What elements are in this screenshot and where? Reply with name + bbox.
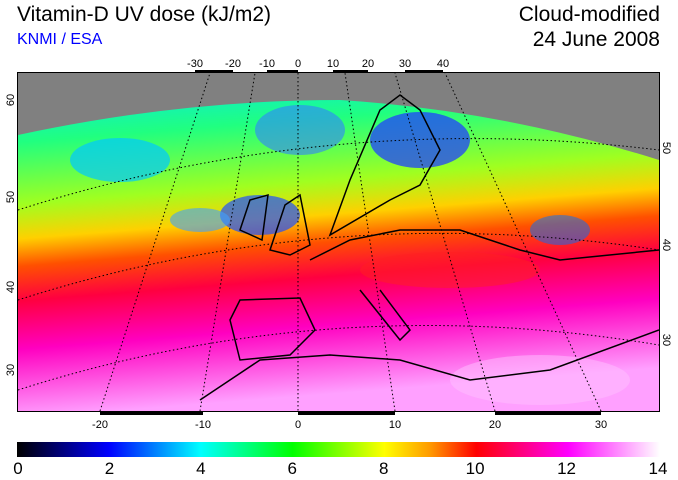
right-lat-label: 40 <box>660 239 672 251</box>
frame-ticks <box>100 70 601 415</box>
right-lat-label: 50 <box>660 142 672 154</box>
colorbar <box>17 442 660 457</box>
no-data-region <box>18 73 659 160</box>
bottom-lon-label: -10 <box>195 419 211 431</box>
top-lon-label: -30 <box>187 58 203 70</box>
colorbar-tick-label: 14 <box>648 459 668 478</box>
bottom-lon-label: 0 <box>295 419 301 431</box>
colorbar-tick-label: 6 <box>287 459 298 478</box>
credit-label: KNMI / ESA <box>17 31 103 48</box>
bottom-lon-label: -20 <box>92 419 108 431</box>
colorbar-tick-label: 10 <box>465 459 485 478</box>
top-lon-label: 40 <box>437 58 449 70</box>
mode-label: Cloud-modified <box>518 3 660 26</box>
colorbar-tick-label: 4 <box>196 459 206 478</box>
colorbar-tick-label: 12 <box>557 459 577 478</box>
top-lon-label: 20 <box>362 58 374 70</box>
top-lon-label: 0 <box>295 58 301 70</box>
top-lon-label: -10 <box>259 58 275 70</box>
right-lat-label: 30 <box>660 334 672 346</box>
left-lat-label: 50 <box>5 191 17 203</box>
top-lon-label: -20 <box>225 58 241 70</box>
top-lon-label: 30 <box>399 58 411 70</box>
map-field <box>18 73 659 411</box>
map-title: Vitamin-D UV dose (kJ/m2) <box>17 3 272 26</box>
top-lon-label: 10 <box>327 58 339 70</box>
coastlines <box>199 94 659 401</box>
bottom-lon-label: 20 <box>489 419 501 431</box>
colorbar-tick-label: 2 <box>104 459 115 478</box>
left-lat-label: 40 <box>5 281 17 293</box>
graticule <box>18 73 659 411</box>
colorbar-tick-label: 0 <box>13 459 23 478</box>
colorbar-tick-label: 8 <box>378 459 389 478</box>
bottom-lon-label: 30 <box>595 419 607 431</box>
left-lat-label: 30 <box>5 364 17 376</box>
left-lat-label: 60 <box>5 94 17 106</box>
bottom-lon-label: 10 <box>389 419 401 431</box>
date-label: 24 June 2008 <box>532 28 660 51</box>
